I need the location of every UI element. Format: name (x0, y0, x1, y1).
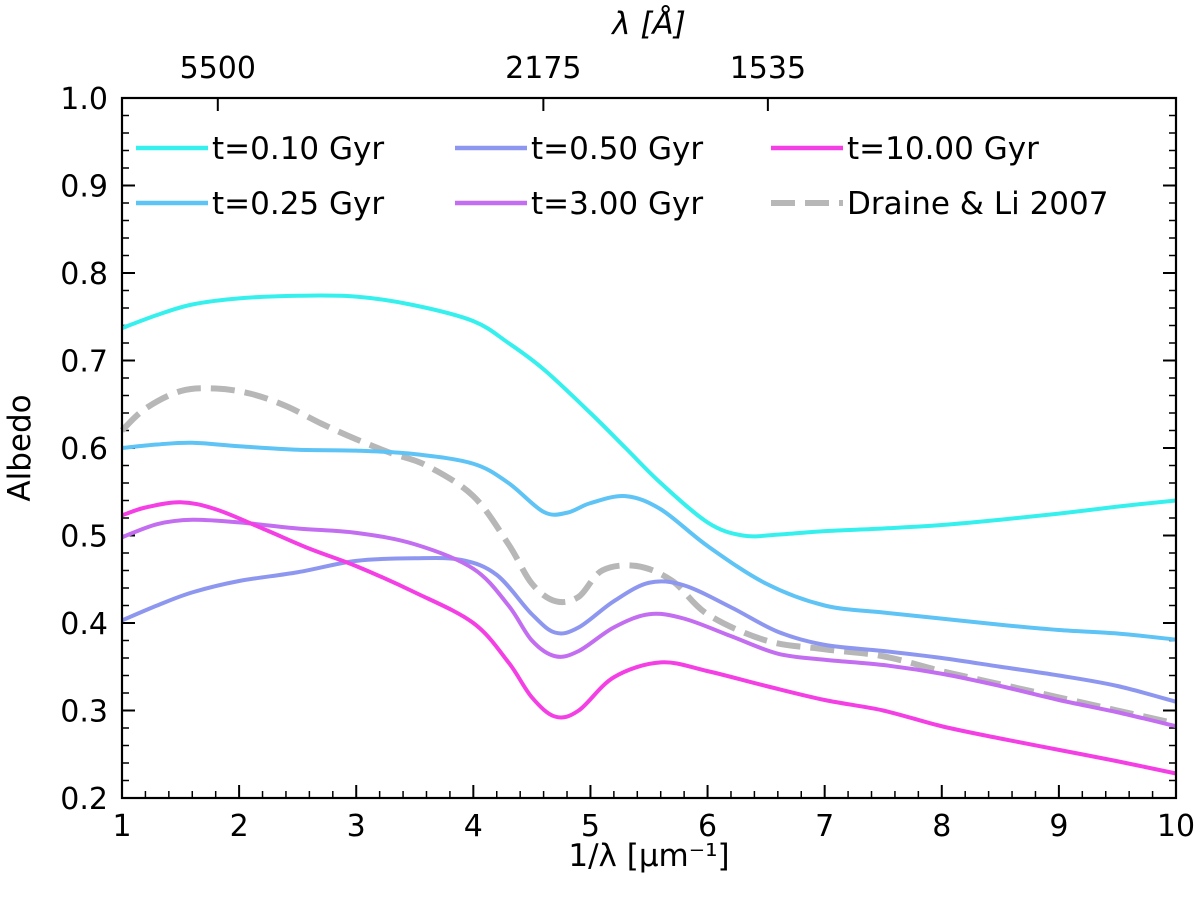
series-line-4 (121, 500, 1177, 776)
y-tick-label: 0.5 (60, 520, 108, 555)
legend-label-5: Draine & Li 2007 (847, 186, 1108, 222)
top-tick-label: 2175 (505, 51, 581, 86)
y-tick-label: 0.7 (60, 345, 108, 380)
x-tick-label: 8 (932, 809, 951, 844)
x-tick-label: 7 (815, 809, 834, 844)
x-tick-label: 2 (230, 809, 249, 844)
x-tick-label: 1 (112, 809, 131, 844)
x-tick-label: 10 (1157, 809, 1195, 844)
y-tick-label: 0.6 (60, 432, 108, 467)
legend-label-3: t=3.00 Gyr (531, 186, 703, 222)
y-tick-label: 0.8 (60, 257, 108, 292)
tick-labels: 1 2 3 4 5 6 7 8 9 10 0.2 0.3 0.4 0.5 0.6 0.7 0.8 0.9 1.0 55… (60, 51, 1195, 844)
x-tick-label: 4 (464, 809, 483, 844)
x-axis-label: 1/λ [µm⁻¹] (568, 838, 729, 874)
x-tick-label: 3 (347, 809, 366, 844)
legend-label-0: t=0.10 Gyr (212, 131, 384, 167)
y-axis-label: Albedo (2, 394, 38, 501)
legend-label-2: t=0.50 Gyr (531, 131, 703, 167)
series-line-5 (119, 385, 1177, 727)
top-tick-label: 1535 (730, 51, 806, 86)
y-tick-label: 0.2 (60, 782, 108, 817)
y-tick-label: 0.3 (60, 695, 108, 730)
series-line-0 (121, 293, 1177, 539)
plot-frame (120, 96, 1178, 800)
y-tick-label: 1.0 (60, 82, 108, 117)
legend: t=0.10 Gyr t=0.25 Gyr t=0.50 Gyr t=3.00 Gyr… (136, 131, 1108, 222)
legend-label-1: t=0.25 Gyr (212, 186, 384, 222)
y-tick-label: 0.4 (60, 607, 108, 642)
y-tick-label: 0.9 (60, 170, 108, 205)
x-tick-label: 9 (1049, 809, 1068, 844)
legend-label-4: t=10.00 Gyr (847, 131, 1039, 167)
series-line-1 (121, 440, 1177, 642)
top-axis-label: λ [Å] (610, 6, 686, 42)
top-tick-label: 5500 (180, 51, 256, 86)
series-layer (119, 293, 1177, 776)
x-tick-label: 6 (698, 809, 717, 844)
series-line-2 (121, 556, 1177, 704)
series-line-3 (121, 517, 1177, 729)
x-tick-label: 5 (581, 809, 600, 844)
